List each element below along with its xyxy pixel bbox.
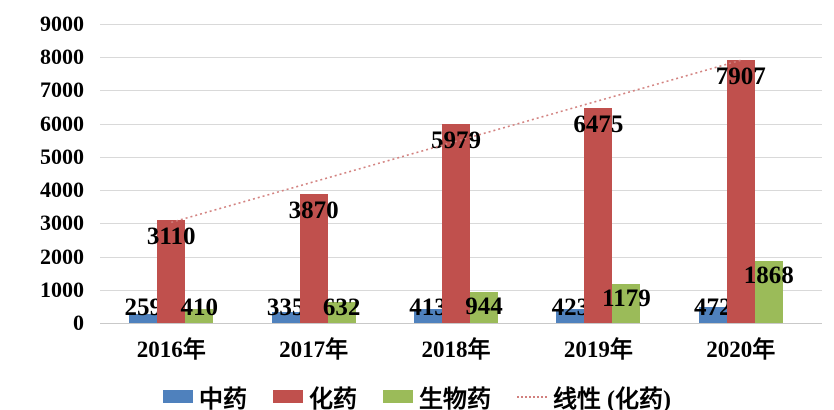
data-label: 6475 [573,110,624,138]
legend-item-化药: 化药 [273,379,357,410]
x-axis-label: 2020年 [706,337,776,362]
data-label: 944 [465,292,503,320]
y-axis-tick-label: 5000 [40,143,84,169]
legend-item-中药: 中药 [163,379,247,410]
legend-label: 生物药 [419,387,491,410]
y-axis-tick-label: 3000 [40,210,84,236]
x-axis-label: 2018年 [421,337,491,362]
bar-中药-2016年 [129,314,158,323]
y-axis-tick-label: 9000 [40,11,84,36]
x-axis-label: 2016年 [136,337,206,362]
data-label: 3870 [288,197,339,225]
data-label: 632 [322,294,361,321]
legend-dotted-line-icon [517,395,547,398]
data-label: 3110 [146,222,196,250]
legend-label: 中药 [199,387,247,410]
data-label: 413 [409,294,447,321]
y-axis-tick-label: 7000 [40,77,84,103]
x-axis-label: 2019年 [563,337,633,362]
data-label: 1868 [743,261,794,289]
legend-swatch-icon [163,390,193,403]
gridline [100,323,822,324]
x-axis-label: 2017年 [279,337,349,362]
data-label: 259 [124,294,162,321]
legend-swatch-icon [273,390,303,403]
y-axis-tick-label: 2000 [40,243,84,269]
y-axis-tick-label: 0 [73,310,84,335]
bar-生物药-2017年 [327,302,356,323]
data-label: 335 [266,294,305,321]
bar-中药-2017年 [271,311,300,323]
gridline [100,57,822,59]
y-axis-tick-label: 6000 [40,110,84,136]
y-axis-tick-label: 1000 [40,276,84,302]
gridline [100,90,822,92]
legend: 中药 化药 生物药 线性 (化药) [0,379,834,410]
legend-label: 化药 [309,387,357,410]
data-label: 1179 [602,284,651,312]
bar-生物药-2019年 [612,283,641,323]
bar-中药-2020年 [698,307,727,323]
data-label: 472 [694,294,732,321]
y-axis-tick-label: 8000 [40,44,84,70]
data-label: 7907 [715,63,766,91]
bar-中药-2019年 [556,308,585,323]
data-label: 410 [180,294,218,321]
legend-swatch-icon [383,390,413,403]
data-label: 5979 [431,127,481,155]
y-axis-tick-label: 4000 [40,177,84,203]
bar-化药-2016年 [157,219,186,323]
data-label: 423 [551,294,590,321]
legend-item-生物药: 生物药 [383,379,491,410]
bar-生物药-2020年 [754,260,783,323]
bar-中药-2018年 [414,309,442,323]
legend-label: 线性 (化药) [553,387,671,410]
bar-生物药-2016年 [185,309,214,323]
bar-生物药-2018年 [470,291,498,323]
legend-item-trendline: 线性 (化药) [517,379,671,410]
gridline [100,24,822,25]
